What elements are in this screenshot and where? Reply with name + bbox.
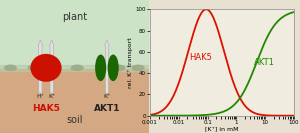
Ellipse shape <box>95 55 106 81</box>
Ellipse shape <box>108 55 119 81</box>
Ellipse shape <box>71 65 83 71</box>
Polygon shape <box>0 69 148 133</box>
Y-axis label: rel. K⁺ transport: rel. K⁺ transport <box>128 37 133 88</box>
Text: HAK5: HAK5 <box>189 53 211 62</box>
Polygon shape <box>0 0 148 69</box>
Text: plant: plant <box>62 12 87 22</box>
Text: HAK5: HAK5 <box>32 104 60 113</box>
Ellipse shape <box>112 65 125 71</box>
Ellipse shape <box>4 65 17 71</box>
Text: AKT1: AKT1 <box>94 104 120 113</box>
Text: K⁺: K⁺ <box>103 94 111 99</box>
Ellipse shape <box>132 65 144 71</box>
Text: K⁺: K⁺ <box>48 94 56 99</box>
X-axis label: [K⁺] in mM: [K⁺] in mM <box>205 126 239 131</box>
FancyArrow shape <box>49 40 54 93</box>
Circle shape <box>30 54 62 82</box>
FancyArrow shape <box>104 40 109 93</box>
Bar <box>0 65 148 71</box>
Text: AKT1: AKT1 <box>254 58 274 67</box>
Text: H⁺: H⁺ <box>36 94 44 99</box>
FancyArrow shape <box>38 40 43 93</box>
Text: soil: soil <box>66 115 82 125</box>
Ellipse shape <box>28 65 40 71</box>
